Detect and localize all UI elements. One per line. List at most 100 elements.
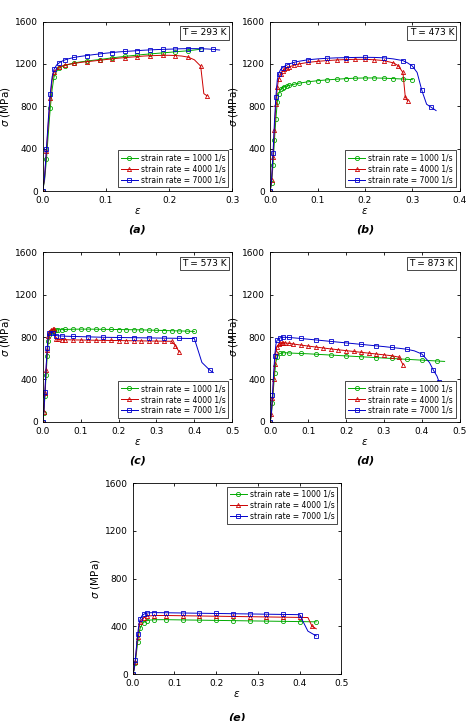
- strain rate = 1000 1/s: [43, 371, 49, 379]
- strain rate = 7000 1/s: [305, 627, 311, 635]
- strain rate = 7000 1/s: [273, 92, 279, 101]
- strain rate = 4000 1/s: [54, 64, 59, 73]
- strain rate = 4000 1/s: [286, 63, 292, 71]
- strain rate = 4000 1/s: [213, 612, 219, 621]
- strain rate = 1000 1/s: [172, 616, 177, 624]
- Text: T = 1073 K: T = 1073 K: [285, 491, 335, 500]
- strain rate = 4000 1/s: [381, 56, 387, 65]
- strain rate = 1000 1/s: [343, 352, 349, 360]
- strain rate = 7000 1/s: [141, 46, 146, 55]
- strain rate = 1000 1/s: [184, 327, 190, 335]
- strain rate = 4000 1/s: [136, 623, 142, 632]
- strain rate = 7000 1/s: [276, 335, 282, 343]
- strain rate = 1000 1/s: [108, 325, 114, 334]
- strain rate = 7000 1/s: [414, 68, 420, 77]
- strain rate = 7000 1/s: [135, 46, 140, 55]
- strain rate = 1000 1/s: [163, 615, 169, 624]
- strain rate = 7000 1/s: [78, 332, 83, 341]
- strain rate = 7000 1/s: [116, 48, 121, 56]
- strain rate = 4000 1/s: [151, 611, 156, 620]
- strain rate = 4000 1/s: [122, 53, 128, 62]
- strain rate = 1000 1/s: [400, 75, 406, 84]
- strain rate = 4000 1/s: [351, 347, 356, 355]
- strain rate = 1000 1/s: [41, 409, 46, 417]
- strain rate = 7000 1/s: [366, 341, 372, 350]
- strain rate = 4000 1/s: [271, 375, 276, 384]
- Line: strain rate = 1000 1/s: strain rate = 1000 1/s: [41, 327, 196, 424]
- strain rate = 7000 1/s: [50, 328, 55, 337]
- strain rate = 1000 1/s: [46, 128, 51, 137]
- strain rate = 1000 1/s: [358, 353, 364, 361]
- strain rate = 7000 1/s: [291, 58, 297, 67]
- strain rate = 4000 1/s: [131, 337, 137, 345]
- strain rate = 1000 1/s: [91, 56, 96, 65]
- strain rate = 4000 1/s: [173, 341, 178, 350]
- strain rate = 1000 1/s: [93, 325, 99, 334]
- strain rate = 1000 1/s: [238, 616, 244, 625]
- strain rate = 4000 1/s: [204, 92, 210, 100]
- strain rate = 7000 1/s: [430, 366, 436, 374]
- strain rate = 1000 1/s: [353, 74, 358, 82]
- strain rate = 4000 1/s: [154, 337, 159, 345]
- strain rate = 4000 1/s: [280, 66, 285, 75]
- X-axis label: $\varepsilon$: $\varepsilon$: [361, 206, 369, 216]
- strain rate = 7000 1/s: [277, 334, 283, 342]
- strain rate = 7000 1/s: [271, 370, 276, 379]
- strain rate = 7000 1/s: [41, 407, 46, 416]
- strain rate = 4000 1/s: [188, 611, 194, 620]
- strain rate = 7000 1/s: [160, 45, 165, 53]
- strain rate = 7000 1/s: [374, 342, 379, 350]
- X-axis label: $\varepsilon$: $\varepsilon$: [361, 437, 369, 447]
- X-axis label: $\varepsilon$: $\varepsilon$: [134, 437, 141, 447]
- strain rate = 7000 1/s: [343, 53, 349, 62]
- strain rate = 1000 1/s: [362, 74, 368, 82]
- strain rate = 1000 1/s: [334, 75, 339, 84]
- strain rate = 4000 1/s: [135, 52, 140, 61]
- strain rate = 7000 1/s: [62, 56, 68, 64]
- strain rate = 7000 1/s: [290, 334, 296, 342]
- strain rate = 7000 1/s: [389, 343, 394, 352]
- strain rate = 1000 1/s: [404, 355, 410, 363]
- strain rate = 4000 1/s: [116, 54, 121, 63]
- strain rate = 7000 1/s: [405, 58, 410, 67]
- Line: strain rate = 1000 1/s: strain rate = 1000 1/s: [268, 76, 414, 193]
- strain rate = 4000 1/s: [146, 337, 152, 345]
- strain rate = 7000 1/s: [428, 103, 434, 112]
- strain rate = 7000 1/s: [272, 610, 277, 619]
- strain rate = 7000 1/s: [404, 345, 410, 353]
- strain rate = 4000 1/s: [358, 348, 364, 357]
- strain rate = 4000 1/s: [130, 670, 136, 678]
- strain rate = 1000 1/s: [169, 327, 174, 335]
- strain rate = 7000 1/s: [179, 45, 184, 53]
- strain rate = 4000 1/s: [280, 613, 286, 622]
- strain rate = 7000 1/s: [424, 100, 429, 109]
- strain rate = 7000 1/s: [280, 610, 286, 619]
- strain rate = 1000 1/s: [160, 48, 165, 57]
- strain rate = 4000 1/s: [198, 62, 203, 71]
- strain rate = 7000 1/s: [433, 106, 439, 115]
- strain rate = 7000 1/s: [279, 333, 284, 342]
- strain rate = 1000 1/s: [320, 350, 326, 359]
- strain rate = 7000 1/s: [284, 61, 290, 69]
- strain rate = 1000 1/s: [372, 74, 377, 82]
- strain rate = 7000 1/s: [169, 334, 174, 342]
- strain rate = 1000 1/s: [230, 616, 236, 625]
- strain rate = 4000 1/s: [47, 94, 53, 102]
- strain rate = 4000 1/s: [405, 97, 410, 105]
- strain rate = 7000 1/s: [270, 149, 276, 157]
- strain rate = 4000 1/s: [362, 55, 368, 63]
- strain rate = 1000 1/s: [328, 350, 334, 359]
- strain rate = 4000 1/s: [286, 339, 292, 348]
- strain rate = 4000 1/s: [305, 613, 311, 622]
- strain rate = 7000 1/s: [176, 334, 182, 342]
- strain rate = 4000 1/s: [313, 342, 319, 351]
- strain rate = 7000 1/s: [410, 62, 415, 71]
- strain rate = 7000 1/s: [93, 333, 99, 342]
- strain rate = 1000 1/s: [305, 350, 311, 358]
- strain rate = 7000 1/s: [269, 175, 274, 184]
- strain rate = 4000 1/s: [145, 612, 150, 621]
- strain rate = 7000 1/s: [172, 609, 177, 617]
- strain rate = 1000 1/s: [40, 417, 46, 426]
- strain rate = 7000 1/s: [381, 53, 387, 62]
- strain rate = 1000 1/s: [42, 176, 47, 185]
